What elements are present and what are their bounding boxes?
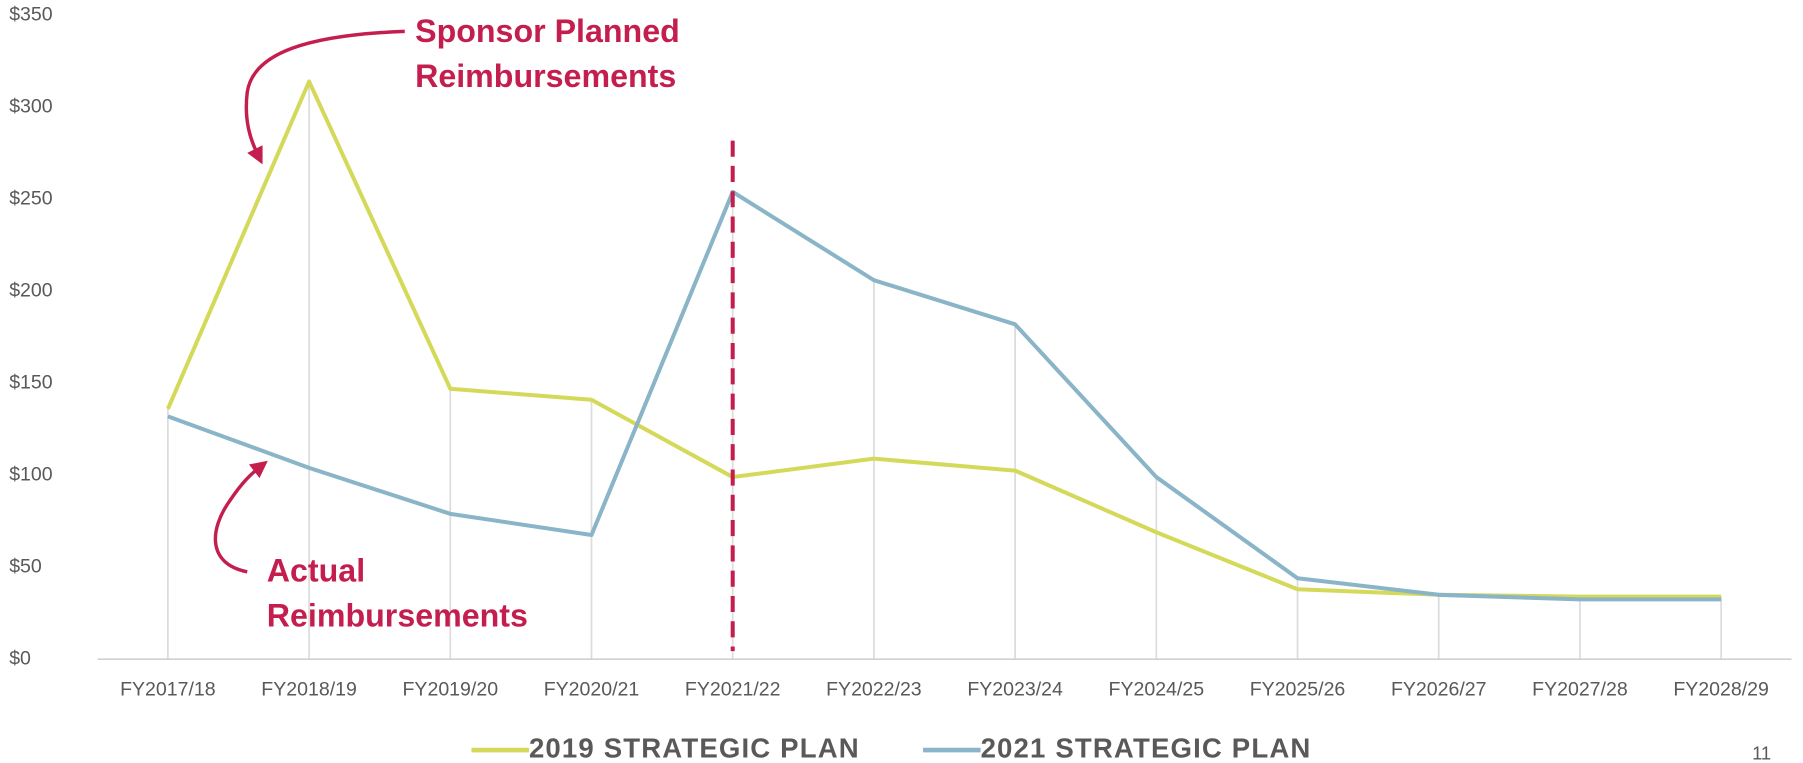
x-tick-label: FY2025/26 — [1250, 678, 1346, 700]
y-tick-label: $50 — [9, 555, 42, 577]
x-tick-label: FY2021/22 — [685, 678, 781, 700]
y-tick-label: $0 — [9, 647, 31, 669]
x-tick-label: FY2026/27 — [1391, 678, 1487, 700]
annotation-arrow — [244, 29, 405, 165]
x-tick-label: FY2020/21 — [544, 678, 640, 700]
legend-label: 2019 STRATEGIC PLAN — [529, 732, 860, 763]
x-tick-label: FY2018/19 — [261, 678, 357, 700]
y-tick-label: $150 — [9, 371, 53, 393]
series-line — [167, 189, 1722, 602]
y-tick-label: $250 — [9, 187, 53, 209]
x-tick-label: FY2028/29 — [1673, 678, 1769, 700]
legend-label: 2021 STRATEGIC PLAN — [981, 732, 1312, 763]
lines — [166, 79, 1722, 602]
y-tick-label: $200 — [9, 279, 53, 301]
x-tick-label: FY2022/23 — [826, 678, 922, 700]
x-tick-label: FY2019/20 — [403, 678, 499, 700]
y-tick-label: $100 — [9, 463, 53, 485]
annotation: Sponsor Planned — [415, 13, 680, 49]
annotation-arrow — [213, 460, 268, 574]
x-tick-label: FY2017/18 — [120, 678, 216, 700]
x-tick-label: FY2027/28 — [1532, 678, 1628, 700]
annotation: Actual — [267, 552, 365, 588]
x-tick-label: FY2023/24 — [967, 678, 1063, 700]
series-line — [166, 79, 1722, 599]
annotation: Reimbursements — [267, 597, 528, 633]
y-tick-label: $300 — [9, 95, 53, 117]
x-tick-label: FY2024/25 — [1109, 678, 1205, 700]
annotation: Reimbursements — [415, 58, 676, 94]
y-tick-label: $350 — [9, 3, 53, 25]
page-number: 11 — [1752, 742, 1771, 763]
